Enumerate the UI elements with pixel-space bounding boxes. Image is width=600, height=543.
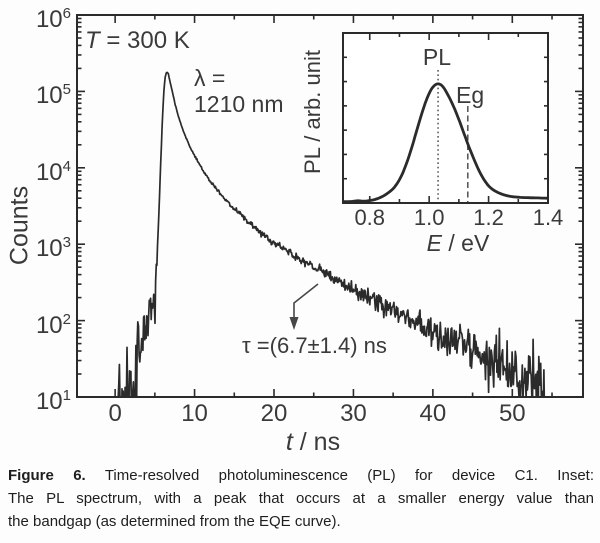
figure-caption: Figure 6. Time-resolved photoluminescenc… (8, 464, 594, 533)
lifetime-arrowhead (289, 317, 299, 330)
caption-line-3: the bandgap (as determined from the EQE … (8, 513, 341, 530)
main-plot-frame (76, 14, 584, 398)
figure-canvas (76, 14, 584, 398)
caption-line-2: The PL spectrum, with a peak that occurs… (8, 490, 594, 507)
lifetime-arrow (293, 283, 319, 321)
main-axis-ticks (77, 14, 583, 398)
caption-line-1-text: Time-resolved photoluminescence (PL) for… (85, 467, 594, 484)
inset-spectrum-curve (342, 82, 549, 203)
decay-curve (117, 71, 546, 396)
inset-background (343, 33, 548, 203)
inset-axis-ticks (343, 33, 549, 203)
caption-line-1: Figure 6. Time-resolved photoluminescenc… (8, 464, 594, 487)
inset-frame (342, 32, 549, 204)
caption-figure-label: Figure 6. (8, 467, 86, 484)
